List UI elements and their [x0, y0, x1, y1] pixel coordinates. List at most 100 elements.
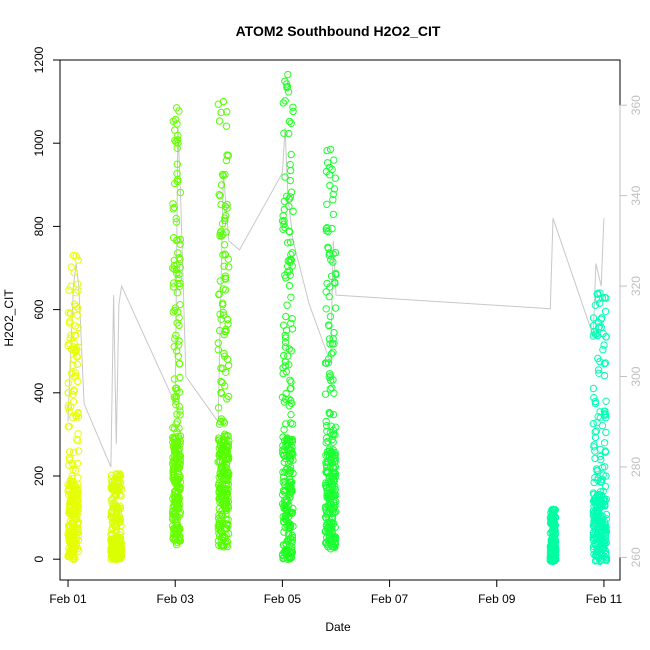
data-point: [169, 308, 177, 316]
data-point: [281, 97, 289, 105]
data-point: [282, 540, 290, 549]
data-point: [592, 506, 601, 514]
data-point: [117, 551, 126, 559]
data-point: [329, 190, 337, 199]
y-tick-label: 1200: [32, 46, 46, 73]
data-point: [223, 200, 231, 209]
data-point: [283, 83, 291, 92]
data-point: [217, 388, 225, 397]
data-point: [73, 435, 81, 444]
data-point: [282, 443, 290, 451]
data-point: [288, 438, 297, 446]
data-point: [325, 251, 333, 259]
data-point: [330, 488, 339, 496]
data-point: [223, 524, 231, 533]
data-point: [169, 457, 177, 466]
data-point: [69, 343, 78, 351]
data-point: [171, 516, 180, 524]
data-point: [74, 409, 82, 418]
data-point: [287, 419, 295, 427]
data-point: [220, 262, 228, 270]
data-point: [175, 341, 183, 349]
data-point: [323, 224, 331, 232]
data-point: [69, 497, 77, 506]
data-point: [112, 490, 120, 498]
data-point: [74, 536, 83, 544]
data-point: [65, 547, 74, 556]
data-point: [72, 411, 80, 420]
data-point: [591, 301, 600, 309]
data-point: [170, 375, 179, 383]
data-point: [600, 371, 609, 380]
data-point: [321, 503, 330, 511]
data-point: [71, 322, 80, 330]
data-point: [222, 212, 230, 220]
data-point: [214, 537, 223, 545]
data-point: [173, 169, 181, 178]
data-point: [172, 331, 180, 339]
data-point: [67, 282, 75, 290]
data-point: [285, 529, 293, 538]
data-point: [223, 151, 231, 159]
data-point: [173, 269, 181, 278]
data-point: [589, 536, 598, 544]
data-point: [289, 103, 297, 112]
data-point: [220, 496, 229, 504]
data-point: [224, 361, 233, 370]
data-point: [175, 360, 184, 368]
point-cluster: [64, 251, 83, 563]
data-point: [599, 329, 607, 338]
data-point: [590, 441, 598, 449]
data-point: [326, 283, 334, 291]
data-point: [176, 235, 185, 244]
data-point: [325, 292, 333, 301]
data-point: [65, 522, 74, 530]
data-point: [66, 476, 75, 484]
data-point: [109, 520, 117, 528]
data-point: [217, 108, 225, 117]
data-point: [71, 331, 80, 339]
data-point: [219, 519, 227, 527]
data-point: [326, 372, 335, 380]
data-point: [74, 520, 82, 529]
data-point: [221, 272, 230, 280]
data-point: [224, 392, 233, 401]
data-point: [323, 524, 331, 532]
data-point: [73, 360, 82, 369]
data-point: [589, 314, 598, 322]
data-point: [170, 444, 178, 452]
data-point: [286, 521, 295, 529]
data-point: [324, 468, 332, 477]
data-point: [322, 288, 330, 296]
data-point: [281, 343, 290, 351]
data-point: [326, 145, 335, 154]
data-point: [288, 449, 296, 457]
data-point: [115, 483, 124, 491]
data-point: [116, 546, 124, 554]
data-point: [108, 495, 117, 503]
data-point: [601, 500, 609, 509]
y-axis: 0 200 400 600 800 1000 1200: [32, 46, 61, 563]
data-point: [218, 232, 226, 240]
data-point: [287, 150, 295, 159]
data-point: [591, 497, 599, 505]
data-point: [112, 555, 121, 563]
data-point: [600, 439, 609, 447]
data-point: [112, 536, 120, 544]
data-point: [108, 546, 117, 554]
data-point: [225, 263, 233, 271]
data-point: [279, 473, 288, 481]
data-point: [323, 146, 331, 155]
data-point: [173, 265, 181, 274]
data-point: [176, 455, 185, 464]
data-point: [112, 532, 121, 540]
data-point: [65, 461, 73, 469]
data-point: [330, 156, 338, 164]
data-point: [600, 520, 609, 528]
data-point: [64, 379, 72, 387]
data-point: [601, 307, 610, 315]
data-point: [591, 428, 599, 436]
data-point: [331, 533, 340, 541]
data-point: [69, 522, 78, 530]
